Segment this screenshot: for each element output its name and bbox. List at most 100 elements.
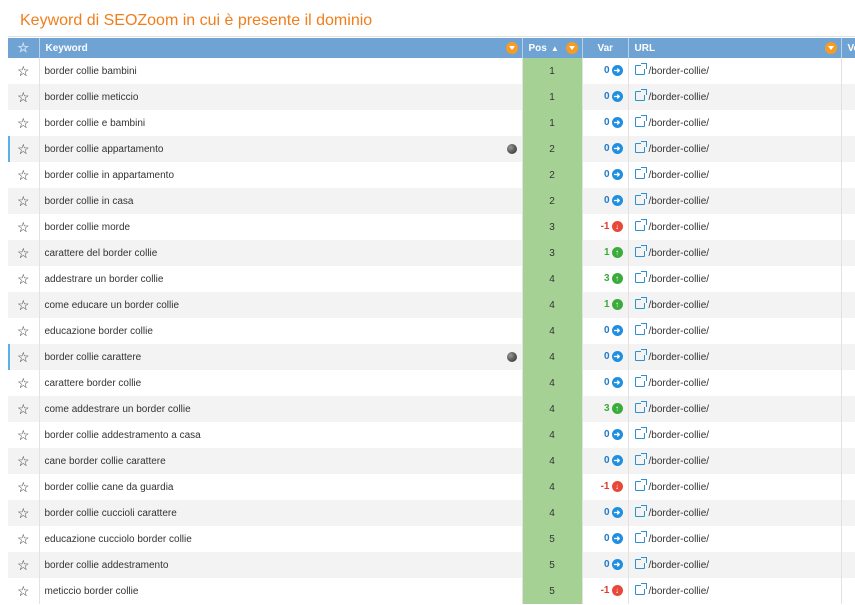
keyword-cell[interactable]: border collie in appartamento: [39, 162, 523, 188]
external-link-icon[interactable]: [634, 375, 647, 387]
star-icon[interactable]: ☆: [16, 167, 30, 183]
external-link-icon[interactable]: [634, 505, 647, 517]
external-link-icon[interactable]: [634, 323, 647, 335]
keyword-cell[interactable]: border collie e bambini: [39, 110, 523, 136]
keyword-cell[interactable]: border collie meticcio: [39, 84, 523, 110]
table-row[interactable]: ☆ meticcio border collie 5 -1 ↓ /border-c…: [8, 578, 855, 604]
table-row[interactable]: ☆ border collie appartamento 2 0 ➜ /borde…: [8, 136, 855, 162]
keyword-cell[interactable]: border collie addestramento a casa: [39, 422, 523, 448]
star-icon[interactable]: ☆: [16, 531, 30, 547]
header-keyword[interactable]: Keyword: [39, 38, 523, 58]
external-link-icon[interactable]: [634, 557, 647, 569]
keyword-text[interactable]: border collie e bambini: [44, 117, 146, 129]
url-text[interactable]: /border-collie/: [648, 456, 710, 467]
keyword-text[interactable]: border collie cane da guardia: [44, 481, 174, 493]
star-icon[interactable]: ☆: [16, 401, 30, 417]
star-icon[interactable]: ☆: [16, 271, 30, 287]
keyword-text[interactable]: addestrare un border collie: [44, 273, 164, 285]
favorite-cell[interactable]: ☆: [8, 500, 40, 526]
table-row[interactable]: ☆ border collie cane da guardia 4 -1 ↓ /b…: [8, 474, 855, 500]
url-cell[interactable]: /border-collie/: [628, 474, 842, 500]
filter-icon[interactable]: [505, 42, 518, 54]
favorite-cell[interactable]: ☆: [8, 370, 40, 396]
keyword-text[interactable]: cane border collie carattere: [44, 455, 166, 467]
star-icon[interactable]: ☆: [16, 453, 30, 469]
favorite-cell[interactable]: ☆: [8, 84, 40, 110]
url-cell[interactable]: /border-collie/: [628, 344, 842, 370]
url-text[interactable]: /border-collie/: [648, 248, 710, 259]
star-icon[interactable]: ☆: [16, 505, 30, 521]
table-row[interactable]: ☆ come addestrare un border collie 4 3 ↑ …: [8, 396, 855, 422]
table-row[interactable]: ☆ border collie in casa 2 0 ➜ /border-col…: [8, 188, 855, 214]
star-icon[interactable]: ☆: [16, 245, 30, 261]
keyword-cell[interactable]: educazione cucciolo border collie: [39, 526, 523, 552]
url-cell[interactable]: /border-collie/: [628, 396, 842, 422]
star-icon[interactable]: ☆: [16, 219, 30, 235]
keyword-cell[interactable]: come educare un border collie: [39, 292, 523, 318]
table-row[interactable]: ☆ come educare un border collie 4 1 ↑ /bo…: [8, 292, 855, 318]
star-icon[interactable]: ☆: [16, 193, 30, 209]
keyword-text[interactable]: meticcio border collie: [44, 585, 139, 597]
table-row[interactable]: ☆ border collie cuccioli carattere 4 0 ➜ …: [8, 500, 855, 526]
url-cell[interactable]: /border-collie/: [628, 58, 842, 84]
url-text[interactable]: /border-collie/: [648, 352, 710, 363]
keyword-text[interactable]: educazione border collie: [44, 325, 153, 337]
favorite-cell[interactable]: ☆: [8, 526, 40, 552]
keyword-text[interactable]: educazione cucciolo border collie: [44, 533, 192, 545]
star-icon[interactable]: ☆: [16, 63, 30, 79]
filter-icon[interactable]: [824, 42, 837, 54]
header-url[interactable]: URL: [628, 38, 842, 58]
table-row[interactable]: ☆ border collie carattere 4 0 ➜ /border-c…: [8, 344, 855, 370]
table-row[interactable]: ☆ border collie addestramento a casa 4 0…: [8, 422, 855, 448]
url-cell[interactable]: /border-collie/: [628, 526, 842, 552]
star-icon[interactable]: ☆: [16, 375, 30, 391]
url-cell[interactable]: /border-collie/: [628, 578, 842, 604]
header-var[interactable]: Var: [582, 38, 629, 58]
url-text[interactable]: /border-collie/: [648, 170, 710, 181]
keyword-cell[interactable]: border collie addestramento: [39, 552, 523, 578]
favorite-cell[interactable]: ☆: [8, 136, 40, 162]
favorite-cell[interactable]: ☆: [8, 214, 40, 240]
url-text[interactable]: /border-collie/: [648, 66, 710, 77]
url-cell[interactable]: /border-collie/: [628, 84, 842, 110]
url-text[interactable]: /border-collie/: [648, 222, 710, 233]
keyword-cell[interactable]: border collie carattere: [39, 344, 523, 370]
favorite-cell[interactable]: ☆: [8, 240, 40, 266]
star-icon[interactable]: ☆: [16, 115, 30, 131]
keyword-text[interactable]: border collie addestramento: [44, 559, 169, 571]
star-icon[interactable]: ☆: [16, 89, 30, 105]
favorite-cell[interactable]: ☆: [8, 188, 40, 214]
external-link-icon[interactable]: [634, 583, 647, 595]
table-row[interactable]: ☆ carattere border collie 4 0 ➜ /border-c…: [8, 370, 855, 396]
star-icon[interactable]: ☆: [16, 141, 30, 157]
url-cell[interactable]: /border-collie/: [628, 448, 842, 474]
url-cell[interactable]: /border-collie/: [628, 110, 842, 136]
filter-icon[interactable]: [565, 42, 578, 54]
external-link-icon[interactable]: [634, 219, 647, 231]
star-icon[interactable]: ☆: [16, 427, 30, 443]
keyword-cell[interactable]: border collie morde: [39, 214, 523, 240]
url-text[interactable]: /border-collie/: [648, 560, 710, 571]
table-row[interactable]: ☆ educazione cucciolo border collie 5 0 ➜…: [8, 526, 855, 552]
favorite-cell[interactable]: ☆: [8, 448, 40, 474]
star-icon[interactable]: ☆: [16, 323, 30, 339]
external-link-icon[interactable]: [634, 271, 647, 283]
url-text[interactable]: /border-collie/: [648, 378, 710, 389]
url-cell[interactable]: /border-collie/: [628, 318, 842, 344]
keyword-cell[interactable]: carattere border collie: [39, 370, 523, 396]
star-icon[interactable]: ☆: [16, 583, 30, 599]
keyword-text[interactable]: carattere del border collie: [44, 247, 158, 259]
keyword-cell[interactable]: border collie bambini: [39, 58, 523, 84]
external-link-icon[interactable]: [634, 531, 647, 543]
url-text[interactable]: /border-collie/: [648, 482, 710, 493]
external-link-icon[interactable]: [634, 141, 647, 153]
table-row[interactable]: ☆ cane border collie carattere 4 0 ➜ /bor…: [8, 448, 855, 474]
url-cell[interactable]: /border-collie/: [628, 552, 842, 578]
url-text[interactable]: /border-collie/: [648, 118, 710, 129]
keyword-text[interactable]: border collie appartamento: [44, 143, 164, 155]
favorite-cell[interactable]: ☆: [8, 578, 40, 604]
favorite-cell[interactable]: ☆: [8, 266, 40, 292]
favorite-cell[interactable]: ☆: [8, 552, 40, 578]
star-icon[interactable]: ☆: [16, 479, 30, 495]
external-link-icon[interactable]: [634, 401, 647, 413]
